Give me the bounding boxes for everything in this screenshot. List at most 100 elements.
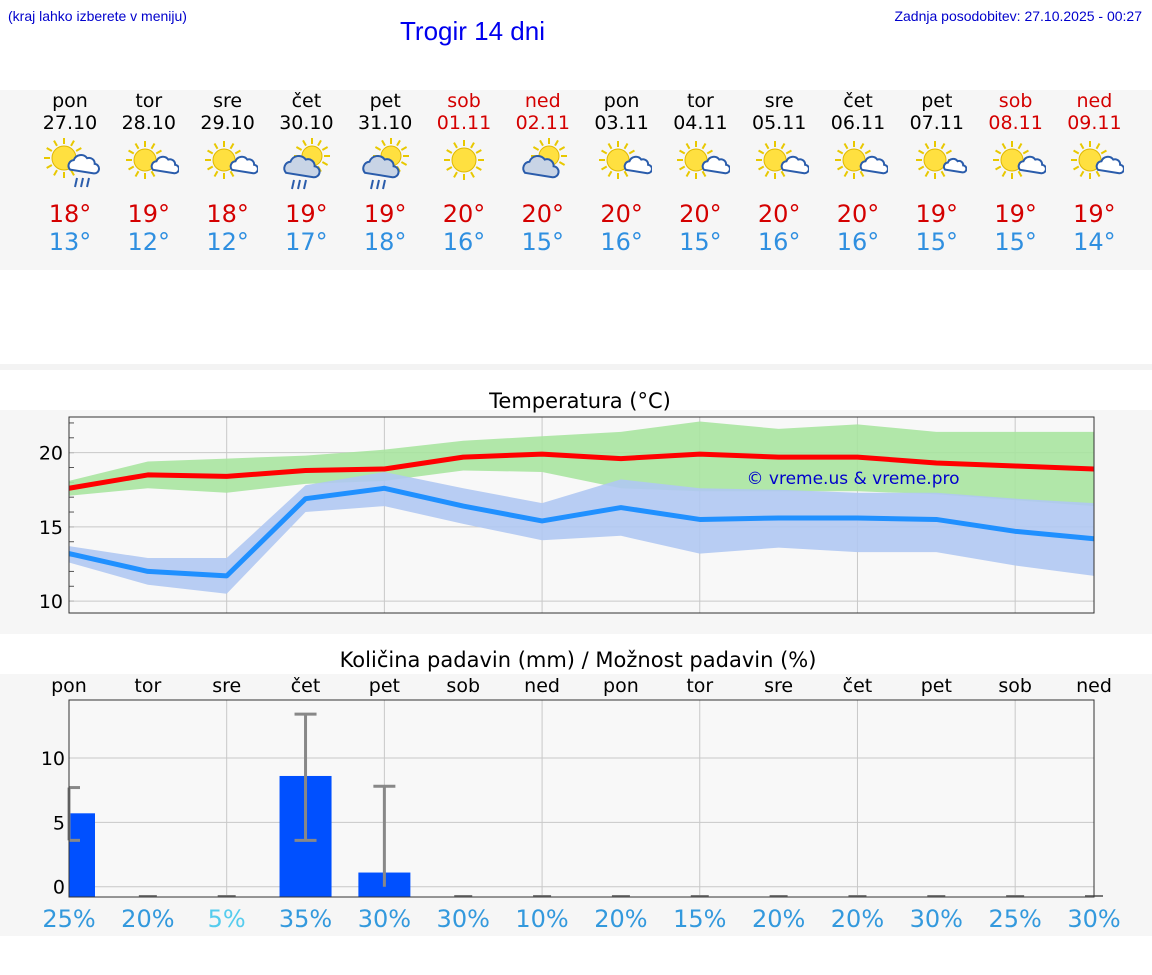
day-column: sre 05.11 20° 16° xyxy=(739,90,819,256)
x-category-label: sre xyxy=(212,675,241,697)
max-temperature: 20° xyxy=(521,200,565,228)
y-tick-label: 5 xyxy=(53,812,65,834)
day-name: pet xyxy=(921,90,953,112)
day-date: 08.11 xyxy=(988,112,1043,134)
day-name: čet xyxy=(843,90,873,112)
day-column: pon 03.11 20° 16° xyxy=(582,90,662,256)
day-date: 31.10 xyxy=(357,112,413,134)
precipitation-probability-label: 30% xyxy=(1067,905,1120,933)
day-date: 05.11 xyxy=(751,112,807,134)
max-temperature-range-band xyxy=(69,421,1094,507)
sun-small-cloud-icon xyxy=(992,141,1046,179)
day-column: ned 09.11 19° 14° xyxy=(1054,90,1134,256)
day-column: sob 08.11 19° 15° xyxy=(976,90,1056,256)
watermark-label: © vreme.us & vreme.pro xyxy=(746,469,959,489)
precipitation-probability-label: 15% xyxy=(673,905,726,933)
precipitation-plot-area xyxy=(69,700,1094,897)
min-temperature: 17° xyxy=(285,228,328,256)
sun-big-cloud-icon xyxy=(522,138,567,179)
min-temperature: 12° xyxy=(127,228,171,256)
x-category-label: pet xyxy=(921,675,952,697)
max-temperature: 19° xyxy=(127,200,171,228)
location-hint-link[interactable]: (kraj lahko izberete v meniju) xyxy=(8,8,187,24)
max-temperature: 18° xyxy=(48,200,92,228)
min-temperature: 12° xyxy=(206,228,249,256)
x-category-label: tor xyxy=(134,675,161,697)
day-name: pon xyxy=(52,90,88,112)
precipitation-probability-label: 20% xyxy=(594,905,647,933)
sun-rain-cloud-icon xyxy=(283,138,331,190)
min-temperature: 16° xyxy=(836,228,880,256)
daily-forecast-band xyxy=(0,90,1152,270)
min-temperature-line xyxy=(68,485,1095,579)
day-name: pon xyxy=(603,90,640,112)
sun-small-cloud-icon xyxy=(677,141,731,179)
precipitation-chart-title: Količina padavin (mm) / Možnost padavin … xyxy=(340,648,817,672)
min-temperature: 16° xyxy=(757,228,801,256)
sun-small-cloud-icon xyxy=(835,141,888,179)
x-category-label: tor xyxy=(686,675,713,697)
last-updated: Zadnja posodobitev: 27.10.2025 - 00:27 xyxy=(894,8,1142,24)
day-date: 27.10 xyxy=(42,112,98,134)
sun-icon xyxy=(444,140,484,180)
day-date: 06.11 xyxy=(830,112,886,134)
sun-cloud-rain-icon xyxy=(44,138,100,188)
day-name: sre xyxy=(764,90,794,112)
max-temperature: 20° xyxy=(836,200,880,228)
day-name: tor xyxy=(686,90,714,112)
x-category-label: sob xyxy=(998,675,1032,697)
temperature-chart-title: Temperatura (°C) xyxy=(488,389,671,413)
day-date: 28.10 xyxy=(121,112,176,134)
x-category-label: sre xyxy=(764,675,793,697)
day-name: sre xyxy=(213,90,243,112)
day-column: pet 07.11 19° 15° xyxy=(897,90,977,256)
y-tick-label: 20 xyxy=(39,443,63,465)
x-category-label: ned xyxy=(524,675,560,697)
day-column: tor 28.10 19° 12° xyxy=(109,90,189,256)
min-temperature-range-band xyxy=(69,471,1094,594)
precipitation-probability-label: 30% xyxy=(437,905,490,933)
max-temperature: 19° xyxy=(1073,200,1116,228)
day-date: 03.11 xyxy=(594,112,649,134)
sun-small-cloud-icon xyxy=(125,141,179,179)
day-column: pet 31.10 19° 18° xyxy=(345,90,425,256)
min-temperature: 15° xyxy=(521,228,565,256)
day-name: ned xyxy=(1076,90,1113,112)
sun-small-cloud-icon xyxy=(1071,141,1125,179)
day-name: sob xyxy=(447,90,481,112)
precipitation-probability-label: 20% xyxy=(831,905,884,933)
day-name: čet xyxy=(291,90,322,112)
y-tick-label: 10 xyxy=(41,748,65,770)
x-category-label: čet xyxy=(291,675,321,697)
max-temperature: 20° xyxy=(757,200,801,228)
x-category-label: ned xyxy=(1076,675,1112,697)
precipitation-probability-label: 5% xyxy=(208,905,246,933)
sun-small-cloud-icon xyxy=(756,141,810,179)
day-name: tor xyxy=(135,90,163,112)
min-temperature: 18° xyxy=(363,228,407,256)
x-category-label: čet xyxy=(843,675,873,697)
min-temperature: 13° xyxy=(48,228,92,256)
day-column: sob 01.11 20° 16° xyxy=(424,90,504,256)
min-temperature: 16° xyxy=(442,228,486,256)
max-temperature: 19° xyxy=(915,200,959,228)
sun-small-cloud-icon xyxy=(598,141,652,179)
day-date: 29.10 xyxy=(200,112,255,134)
day-date: 04.11 xyxy=(673,112,728,134)
day-name: sob xyxy=(998,90,1033,112)
min-temperature: 16° xyxy=(600,228,643,256)
max-temperature: 20° xyxy=(442,200,486,228)
day-column: pon 27.10 18° 13° xyxy=(30,90,110,256)
x-category-label: pon xyxy=(603,675,639,697)
min-temperature: 15° xyxy=(915,228,959,256)
day-date: 07.11 xyxy=(909,112,964,134)
temperature-chart: Temperatura (°C) 10 15 20 © vreme.us & vreme… xyxy=(39,389,1095,614)
precipitation-probability-label: 10% xyxy=(515,905,568,933)
day-column: čet 30.10 19° 17° xyxy=(266,90,346,256)
precipitation-probability-label: 30% xyxy=(358,905,411,933)
precipitation-bar xyxy=(69,813,95,897)
min-temperature: 15° xyxy=(679,228,722,256)
day-date: 30.10 xyxy=(279,112,334,134)
day-column: tor 04.11 20° 15° xyxy=(660,90,740,256)
day-date: 01.11 xyxy=(436,112,492,134)
